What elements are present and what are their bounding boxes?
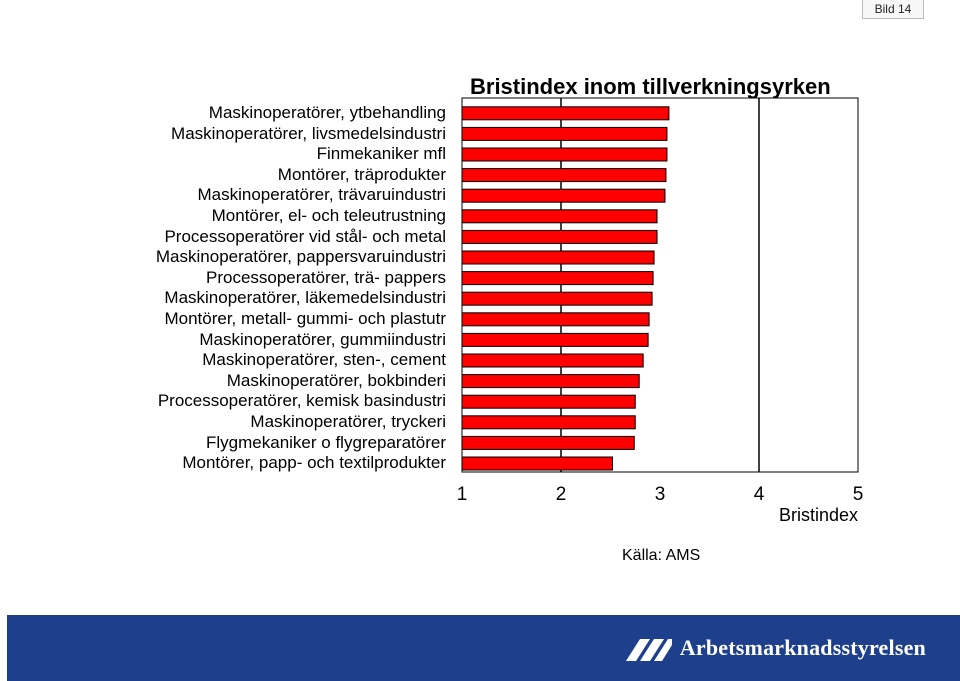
category-label: Maskinoperatörer, tryckeri xyxy=(250,411,446,431)
category-label: Maskinoperatörer, ytbehandling xyxy=(208,103,446,122)
category-label: Maskinoperatörer, pappersvaruindustri xyxy=(155,247,446,267)
bar xyxy=(461,271,654,286)
category-label: Montörer, papp- och textilprodukter xyxy=(182,453,446,473)
category-label: Flygmekaniker o flygreparatörer xyxy=(206,432,446,452)
category-label: Maskinoperatörer, gummiindustri xyxy=(199,329,446,349)
category-label: Montörer, träprodukter xyxy=(277,164,446,184)
x-tick-label: 1 xyxy=(457,484,468,505)
bar xyxy=(461,250,655,265)
bar xyxy=(461,291,653,306)
chart-title: Bristindex inom tillverkningsyrken xyxy=(470,74,831,99)
source-note: Källa: AMS xyxy=(622,547,701,564)
slide-number: Bild 14 xyxy=(862,0,924,19)
bar xyxy=(461,415,636,430)
bar xyxy=(461,394,636,409)
bar xyxy=(461,209,658,224)
bar xyxy=(461,312,650,327)
bar xyxy=(461,147,668,162)
x-tick-label: 5 xyxy=(853,484,864,505)
footer-brand-name: Arbetsmarknadsstyrelsen xyxy=(679,635,926,660)
footer-band: Arbetsmarknadsstyrelsen xyxy=(7,615,960,681)
bar xyxy=(461,168,667,183)
x-axis-label: Bristindex xyxy=(779,505,858,525)
category-label: Montörer, metall- gummi- och plastutr xyxy=(164,308,446,328)
bar xyxy=(461,126,668,141)
x-tick-label: 2 xyxy=(556,484,567,505)
category-label: Processoperatörer, trä- pappers xyxy=(205,267,446,287)
bar xyxy=(461,435,635,450)
category-label: Finmekaniker mfl xyxy=(316,144,446,164)
bar xyxy=(461,374,640,389)
category-label: Processoperatörer, kemisk basindustri xyxy=(157,391,446,411)
category-label: Maskinoperatörer, läkemedelsindustri xyxy=(164,288,446,308)
category-label: Maskinoperatörer, bokbinderi xyxy=(226,370,446,390)
category-label: Maskinoperatörer, trävaruindustri xyxy=(197,185,446,205)
bar xyxy=(461,188,666,203)
bar xyxy=(461,229,658,244)
bar xyxy=(461,456,613,471)
category-label: Maskinoperatörer, livsmedelsindustri xyxy=(171,123,446,143)
footer-logo: Arbetsmarknadsstyrelsen xyxy=(625,635,926,661)
x-tick-label: 3 xyxy=(655,484,666,505)
bar xyxy=(461,353,644,368)
category-label: Processoperatörer vid stål- och metal xyxy=(164,226,446,246)
ams-logo-icon xyxy=(625,639,672,661)
category-label: Montörer, el- och teleutrustning xyxy=(211,205,446,225)
x-tick-label: 4 xyxy=(754,484,765,505)
bar xyxy=(461,106,670,121)
category-label-list: Maskinoperatörer, ytbehandling Maskinoper… xyxy=(60,103,446,474)
bar xyxy=(461,332,649,347)
category-label: Maskinoperatörer, sten-, cement xyxy=(202,350,446,370)
